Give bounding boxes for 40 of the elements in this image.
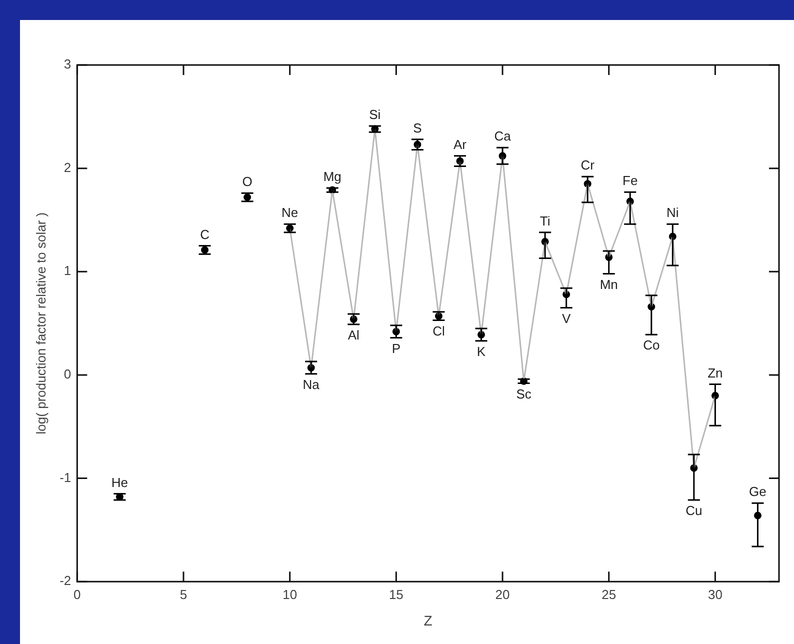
annotation: Cr	[580, 158, 596, 173]
y-tick-label: 3	[64, 56, 72, 72]
annotation: Na	[302, 377, 320, 392]
y-tick-label: -2	[60, 573, 72, 588]
x-tick-label: 0	[74, 586, 81, 602]
annotation: O	[242, 174, 252, 190]
x-tick-label: 10	[282, 586, 298, 602]
annotation: Co	[643, 338, 660, 353]
annotation: Ca	[494, 128, 512, 144]
annotation: Mg	[323, 169, 342, 184]
annotation: Ge	[749, 484, 766, 500]
annotation: Si	[369, 107, 381, 122]
annotation: He	[111, 474, 128, 490]
x-tick-label: 25	[602, 586, 616, 602]
y-axis-title: log( production factor relative to solar )	[33, 212, 48, 434]
annotation: Cu	[686, 503, 702, 518]
annotation: Ne	[282, 205, 298, 220]
annotation: Ni	[666, 205, 679, 220]
y-tick-label: 1	[64, 263, 72, 278]
x-tick-label: 5	[180, 586, 188, 602]
x-tick-label: 30	[708, 586, 722, 602]
annotation: P	[392, 340, 401, 356]
annotation: Fe	[622, 173, 638, 188]
y-tick-label: 2	[64, 160, 72, 175]
y-tick-label: -1	[60, 470, 72, 485]
annotation: Zn	[708, 365, 723, 380]
annotation: Ar	[453, 137, 468, 152]
annotation: Ti	[540, 213, 550, 228]
annotation: S	[413, 120, 422, 136]
x-tick-label: 20	[495, 586, 510, 602]
annotation: Cl	[432, 323, 445, 338]
x-axis-title: Z	[424, 612, 433, 628]
annotation: V	[562, 310, 571, 326]
annotation: Sc	[516, 386, 532, 402]
annotation: K	[476, 344, 486, 359]
x-tick-label: 15	[388, 586, 404, 602]
annotation: C	[200, 226, 210, 242]
annotation: Al	[348, 327, 360, 342]
y-tick-label: 0	[64, 366, 72, 382]
annotation: Mn	[600, 276, 618, 292]
